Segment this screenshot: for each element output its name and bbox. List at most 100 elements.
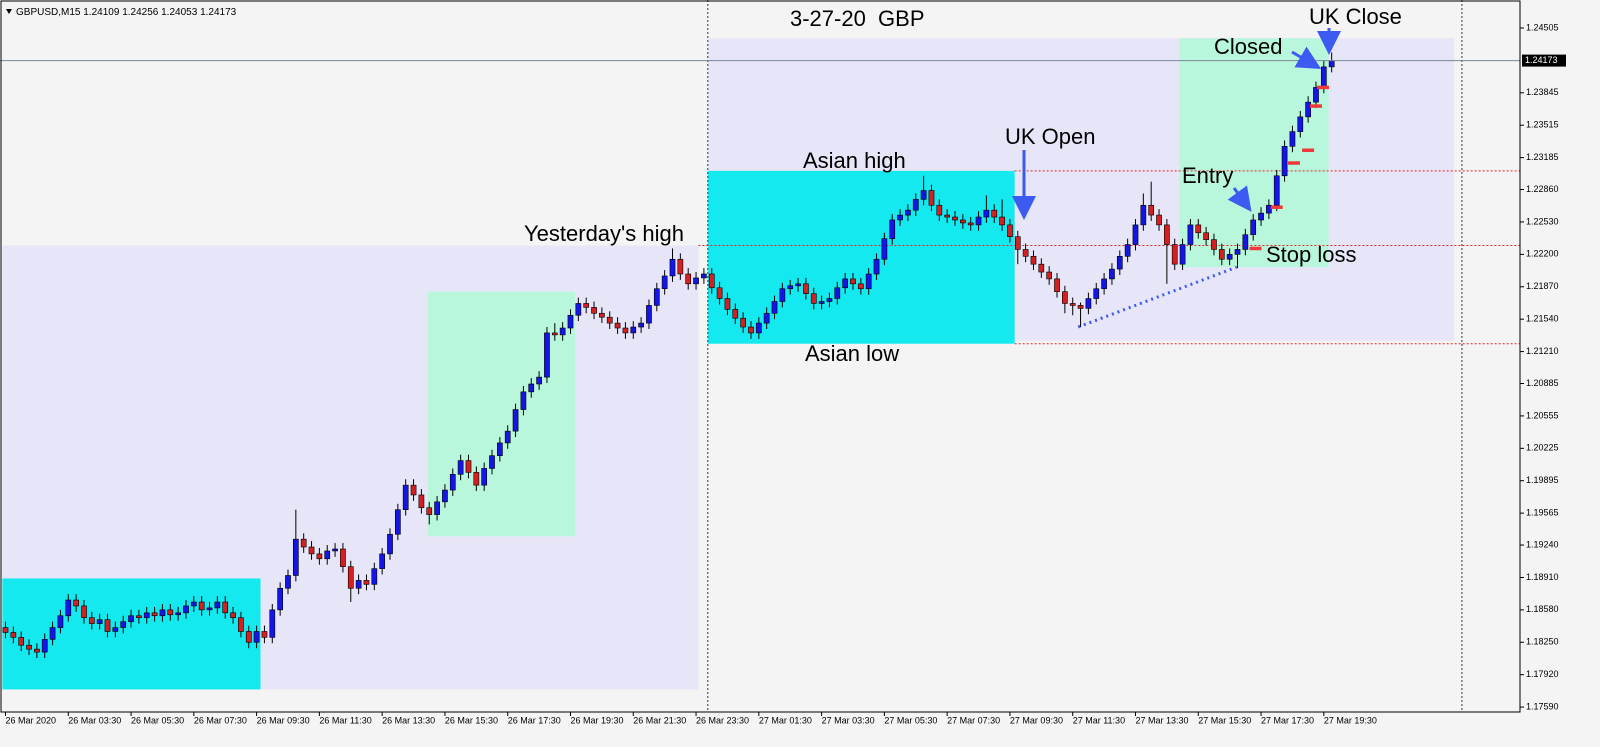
candle-body bbox=[18, 637, 25, 646]
candle-body bbox=[2, 627, 9, 633]
candle-body bbox=[724, 298, 731, 310]
candle-body bbox=[206, 607, 213, 611]
candle-body bbox=[999, 216, 1005, 226]
x-tick-label: 27 Mar 01:30 bbox=[759, 715, 812, 725]
annotation: Stop loss bbox=[1266, 242, 1357, 267]
candle-body bbox=[465, 460, 472, 473]
y-tick-label: 1.19895 bbox=[1526, 475, 1559, 485]
chart-header: GBPUSD,M15 1.24109 1.24256 1.24053 1.241… bbox=[16, 7, 237, 18]
candle-body bbox=[959, 219, 966, 224]
x-tick-label: 26 Mar 09:30 bbox=[257, 715, 310, 725]
candle-body bbox=[622, 327, 629, 334]
candle-body bbox=[897, 214, 903, 221]
candle-body bbox=[536, 376, 542, 385]
y-tick-label: 1.21870 bbox=[1526, 281, 1559, 291]
candle-body bbox=[159, 609, 166, 617]
candle-body bbox=[567, 314, 574, 329]
candle-body bbox=[544, 332, 550, 378]
candle-body bbox=[269, 609, 276, 638]
candle-body bbox=[653, 288, 660, 306]
plot-border bbox=[0, 0, 1521, 713]
candle-body bbox=[693, 277, 699, 285]
candle-body bbox=[1258, 212, 1264, 221]
candle-body bbox=[975, 216, 982, 226]
price-label: 1.24173 bbox=[1525, 55, 1558, 65]
candle-body bbox=[1077, 305, 1084, 309]
candle-body bbox=[646, 305, 652, 324]
candle-body bbox=[473, 472, 480, 486]
candle-body bbox=[771, 301, 778, 314]
candle-body bbox=[967, 222, 974, 226]
candle-body bbox=[559, 327, 566, 336]
candle-body bbox=[606, 316, 613, 324]
candle-body bbox=[183, 605, 189, 614]
candle-body bbox=[865, 273, 872, 290]
annotation: Closed bbox=[1214, 34, 1282, 59]
y-tick-label: 1.17920 bbox=[1526, 669, 1559, 679]
candle-body bbox=[685, 273, 692, 285]
candle-body bbox=[1171, 244, 1178, 265]
header-open: 1.24109 bbox=[83, 7, 120, 18]
candle-body bbox=[842, 278, 848, 289]
candle-body bbox=[379, 553, 386, 569]
candle-body bbox=[402, 484, 409, 510]
candle-body bbox=[292, 538, 299, 576]
candle-body bbox=[1226, 254, 1233, 260]
y-tick-label: 1.19240 bbox=[1526, 539, 1559, 549]
candle-body bbox=[504, 430, 511, 444]
candle-body bbox=[708, 273, 715, 289]
candle-body bbox=[1305, 101, 1311, 118]
candle-body bbox=[1234, 249, 1241, 255]
candle-body bbox=[96, 619, 103, 624]
candle-body bbox=[701, 273, 707, 279]
candle-body bbox=[834, 287, 841, 299]
candle-body bbox=[763, 312, 770, 324]
candle-body bbox=[65, 599, 72, 617]
candle-body bbox=[1030, 256, 1037, 265]
candle-body bbox=[136, 615, 142, 619]
x-tick-label: 27 Mar 13:30 bbox=[1135, 715, 1188, 725]
candle-body bbox=[332, 548, 338, 552]
candle-body bbox=[740, 317, 746, 328]
candle-body bbox=[34, 648, 40, 653]
candle-body bbox=[300, 538, 307, 548]
axes: 1.24505 1.23845 1.23515 1.23185 1.22860 1.225… bbox=[4, 0, 1559, 725]
candle-body bbox=[41, 639, 48, 653]
candle-body bbox=[591, 307, 597, 314]
candle-body bbox=[881, 238, 888, 260]
candle-body bbox=[944, 214, 951, 218]
y-tick-label: 1.21210 bbox=[1526, 346, 1559, 356]
candle-body bbox=[10, 632, 17, 638]
candle-body bbox=[661, 275, 668, 290]
x-tick-label: 27 Mar 15:30 bbox=[1198, 715, 1251, 725]
candle-body bbox=[1007, 224, 1013, 237]
candle-body bbox=[1328, 60, 1335, 68]
y-tick-label: 1.18580 bbox=[1526, 604, 1559, 614]
y-tick-label: 1.23185 bbox=[1526, 152, 1559, 162]
candle-body bbox=[528, 383, 535, 393]
candle-body bbox=[395, 509, 401, 535]
symbol: GBPUSD,M15 bbox=[16, 7, 81, 18]
header-low: 1.24053 bbox=[161, 7, 198, 18]
candle-body bbox=[81, 605, 87, 619]
candle-body bbox=[1085, 298, 1092, 309]
candle-body bbox=[1313, 87, 1319, 103]
candle-body bbox=[1164, 224, 1170, 245]
price-box bbox=[1522, 54, 1566, 67]
y-tick-label: 1.21540 bbox=[1526, 314, 1559, 324]
candle-body bbox=[905, 209, 911, 216]
x-tick-label: 27 Mar 09:30 bbox=[1010, 715, 1063, 725]
x-tick-label: 26 Mar 07:30 bbox=[194, 715, 247, 725]
x-tick-label: 26 Mar 15:30 bbox=[445, 715, 498, 725]
candle-body bbox=[638, 322, 644, 328]
x-tick-label: 27 Mar 19:30 bbox=[1324, 715, 1377, 725]
x-tick-label: 26 Mar 13:30 bbox=[382, 715, 435, 725]
candle-body bbox=[434, 501, 440, 515]
candle-body bbox=[1101, 278, 1107, 290]
candle-body bbox=[991, 209, 998, 218]
candle-body bbox=[253, 631, 260, 643]
menu-icon bbox=[6, 9, 12, 14]
y-tick-label: 1.19565 bbox=[1526, 508, 1559, 518]
x-tick-label: 27 Mar 07:30 bbox=[947, 715, 1000, 725]
